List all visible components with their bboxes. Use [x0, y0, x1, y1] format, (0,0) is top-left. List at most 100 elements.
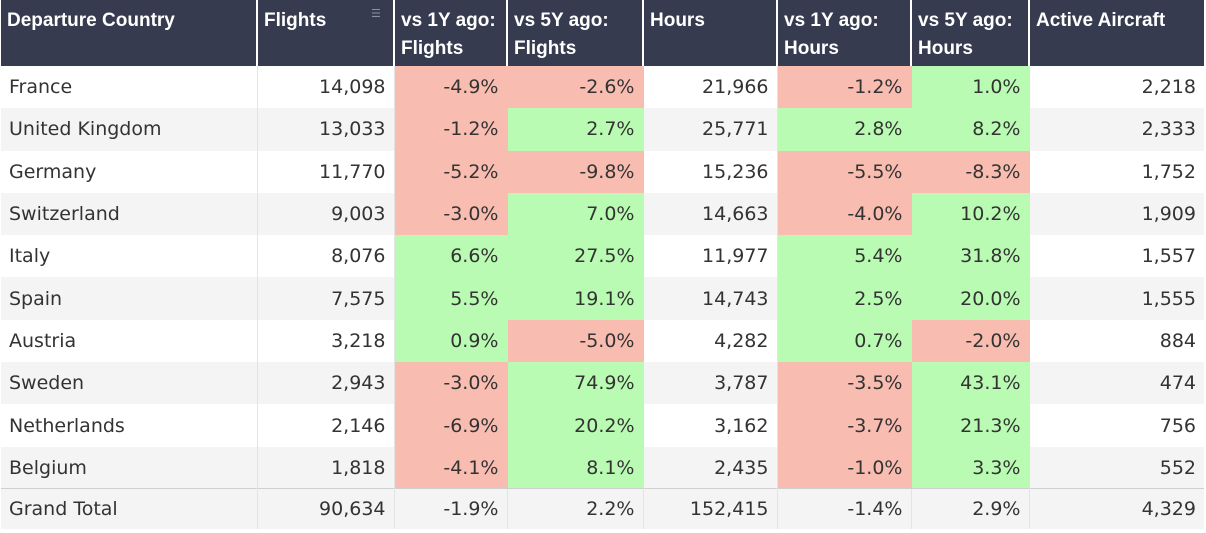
cell-vs-1y-hours: -1.2%: [777, 66, 912, 109]
cell-active-aircraft: 552: [1029, 446, 1204, 489]
header-label: Hours: [650, 10, 705, 31]
cell-hours: 21,966: [643, 66, 778, 109]
grand-total-row: Grand Total 90,634 -1.9% 2.2% 152,415 -1…: [1, 488, 1204, 529]
table-row: Spain 7,575 5.5% 19.1% 14,743 2.5% 20.0% 1,555: [1, 277, 1204, 320]
cell-vs-1y-hours: -3.7%: [777, 404, 912, 447]
cell-vs-5y-flights: 27.5%: [507, 235, 644, 278]
cell-active-aircraft: 1,557: [1029, 235, 1204, 278]
cell-vs-5y-flights: 8.1%: [507, 446, 644, 489]
cell-flights: 7,575: [257, 277, 395, 320]
cell-hours: 15,236: [643, 150, 778, 193]
cell-vs-5y-hours: 3.3%: [911, 446, 1030, 489]
table-row: Netherlands 2,146 -6.9% 20.2% 3,162 -3.7% 21.3…: [1, 404, 1204, 447]
cell-country: Netherlands: [1, 404, 258, 447]
cell-vs-5y-hours: -2.0%: [911, 319, 1030, 363]
cell-vs-5y-hours: 31.8%: [911, 235, 1030, 278]
cell-country: United Kingdom: [1, 108, 258, 151]
total-cell-flights: 90,634: [257, 488, 395, 529]
sort-icon[interactable]: ☰: [371, 7, 381, 20]
cell-country: Italy: [1, 235, 258, 278]
cell-hours: 14,663: [643, 192, 778, 236]
table-row: Austria 3,218 0.9% -5.0% 4,282 0.7% -2.0% 884: [1, 319, 1204, 363]
cell-vs-5y-flights: 20.2%: [507, 404, 644, 447]
header-active-aircraft[interactable]: Active Aircraft: [1029, 0, 1204, 66]
cell-country: Germany: [1, 150, 258, 193]
cell-flights: 9,003: [257, 192, 395, 236]
cell-vs-5y-flights: -5.0%: [507, 319, 644, 363]
table-row: Switzerland 9,003 -3.0% 7.0% 14,663 -4.0% 10.2…: [1, 192, 1204, 236]
cell-active-aircraft: 884: [1029, 319, 1204, 363]
header-label: vs 5Y ago: Hours: [918, 10, 1013, 59]
total-cell-vs-5y-flights: 2.2%: [507, 488, 644, 529]
cell-hours: 3,787: [643, 362, 778, 405]
cell-vs-1y-flights: -5.2%: [394, 150, 508, 193]
cell-vs-1y-flights: 0.9%: [394, 319, 508, 363]
cell-vs-5y-hours: 43.1%: [911, 362, 1030, 405]
cell-vs-1y-hours: 5.4%: [777, 235, 912, 278]
cell-country: France: [1, 66, 258, 109]
cell-vs-1y-flights: -4.9%: [394, 66, 508, 109]
header-vs-1y-flights[interactable]: vs 1Y ago: Flights: [394, 0, 508, 66]
cell-vs-5y-hours: 20.0%: [911, 277, 1030, 320]
cell-vs-1y-hours: 0.7%: [777, 319, 912, 363]
total-cell-active-aircraft: 4,329: [1029, 488, 1204, 529]
header-label: Flights: [264, 10, 327, 31]
header-departure-country[interactable]: Departure Country: [1, 0, 258, 66]
cell-active-aircraft: 2,218: [1029, 66, 1204, 109]
cell-vs-5y-hours: -8.3%: [911, 150, 1030, 193]
table-row: Germany 11,770 -5.2% -9.8% 15,236 -5.5% -8.3% 1…: [1, 150, 1204, 193]
cell-hours: 4,282: [643, 319, 778, 363]
header-vs-5y-hours[interactable]: vs 5Y ago: Hours: [911, 0, 1030, 66]
cell-vs-1y-flights: -3.0%: [394, 192, 508, 236]
cell-vs-1y-flights: -1.2%: [394, 108, 508, 151]
cell-country: Belgium: [1, 446, 258, 489]
header-label: vs 1Y ago: Flights: [401, 10, 496, 59]
header-row: Departure Country Flights ☰ vs 1Y ago: Fl…: [1, 0, 1204, 66]
total-cell-hours: 152,415: [643, 488, 778, 529]
cell-flights: 14,098: [257, 66, 395, 109]
cell-active-aircraft: 1,555: [1029, 277, 1204, 320]
header-hours[interactable]: Hours: [643, 0, 778, 66]
cell-vs-5y-hours: 1.0%: [911, 66, 1030, 109]
header-flights[interactable]: Flights ☰: [257, 0, 395, 66]
header-label: vs 5Y ago: Flights: [514, 10, 609, 59]
cell-hours: 3,162: [643, 404, 778, 447]
cell-vs-1y-flights: 6.6%: [394, 235, 508, 278]
cell-flights: 11,770: [257, 150, 395, 193]
cell-country: Austria: [1, 319, 258, 363]
cell-vs-5y-flights: 7.0%: [507, 192, 644, 236]
cell-vs-5y-flights: 74.9%: [507, 362, 644, 405]
cell-vs-5y-hours: 21.3%: [911, 404, 1030, 447]
header-vs-5y-flights[interactable]: vs 5Y ago: Flights: [507, 0, 644, 66]
cell-active-aircraft: 474: [1029, 362, 1204, 405]
cell-flights: 2,146: [257, 404, 395, 447]
header-label: Departure Country: [7, 10, 175, 31]
total-cell-vs-5y-hours: 2.9%: [911, 488, 1030, 529]
table-row: Belgium 1,818 -4.1% 8.1% 2,435 -1.0% 3.3% 552: [1, 446, 1204, 489]
cell-vs-5y-flights: -2.6%: [507, 66, 644, 109]
cell-vs-1y-flights: 5.5%: [394, 277, 508, 320]
cell-hours: 2,435: [643, 446, 778, 489]
cell-vs-5y-hours: 10.2%: [911, 192, 1030, 236]
cell-vs-1y-flights: -3.0%: [394, 362, 508, 405]
cell-vs-1y-hours: -5.5%: [777, 150, 912, 193]
cell-flights: 2,943: [257, 362, 395, 405]
cell-vs-1y-flights: -4.1%: [394, 446, 508, 489]
header-vs-1y-hours[interactable]: vs 1Y ago: Hours: [777, 0, 912, 66]
cell-country: Spain: [1, 277, 258, 320]
cell-hours: 14,743: [643, 277, 778, 320]
cell-vs-1y-hours: -4.0%: [777, 192, 912, 236]
cell-active-aircraft: 1,752: [1029, 150, 1204, 193]
cell-vs-5y-flights: 2.7%: [507, 108, 644, 151]
cell-vs-5y-hours: 8.2%: [911, 108, 1030, 151]
cell-flights: 13,033: [257, 108, 395, 151]
table-row: Italy 8,076 6.6% 27.5% 11,977 5.4% 31.8% 1,557: [1, 235, 1204, 278]
cell-active-aircraft: 1,909: [1029, 192, 1204, 236]
cell-vs-1y-hours: 2.8%: [777, 108, 912, 151]
table-row: Sweden 2,943 -3.0% 74.9% 3,787 -3.5% 43.1% 474: [1, 362, 1204, 405]
total-cell-vs-1y-hours: -1.4%: [777, 488, 912, 529]
table-body: France 14,098 -4.9% -2.6% 21,966 -1.2% 1.0% 2,2…: [1, 66, 1204, 489]
table-row: United Kingdom 13,033 -1.2% 2.7% 25,771 2.8% 8…: [1, 108, 1204, 151]
cell-vs-1y-hours: 2.5%: [777, 277, 912, 320]
